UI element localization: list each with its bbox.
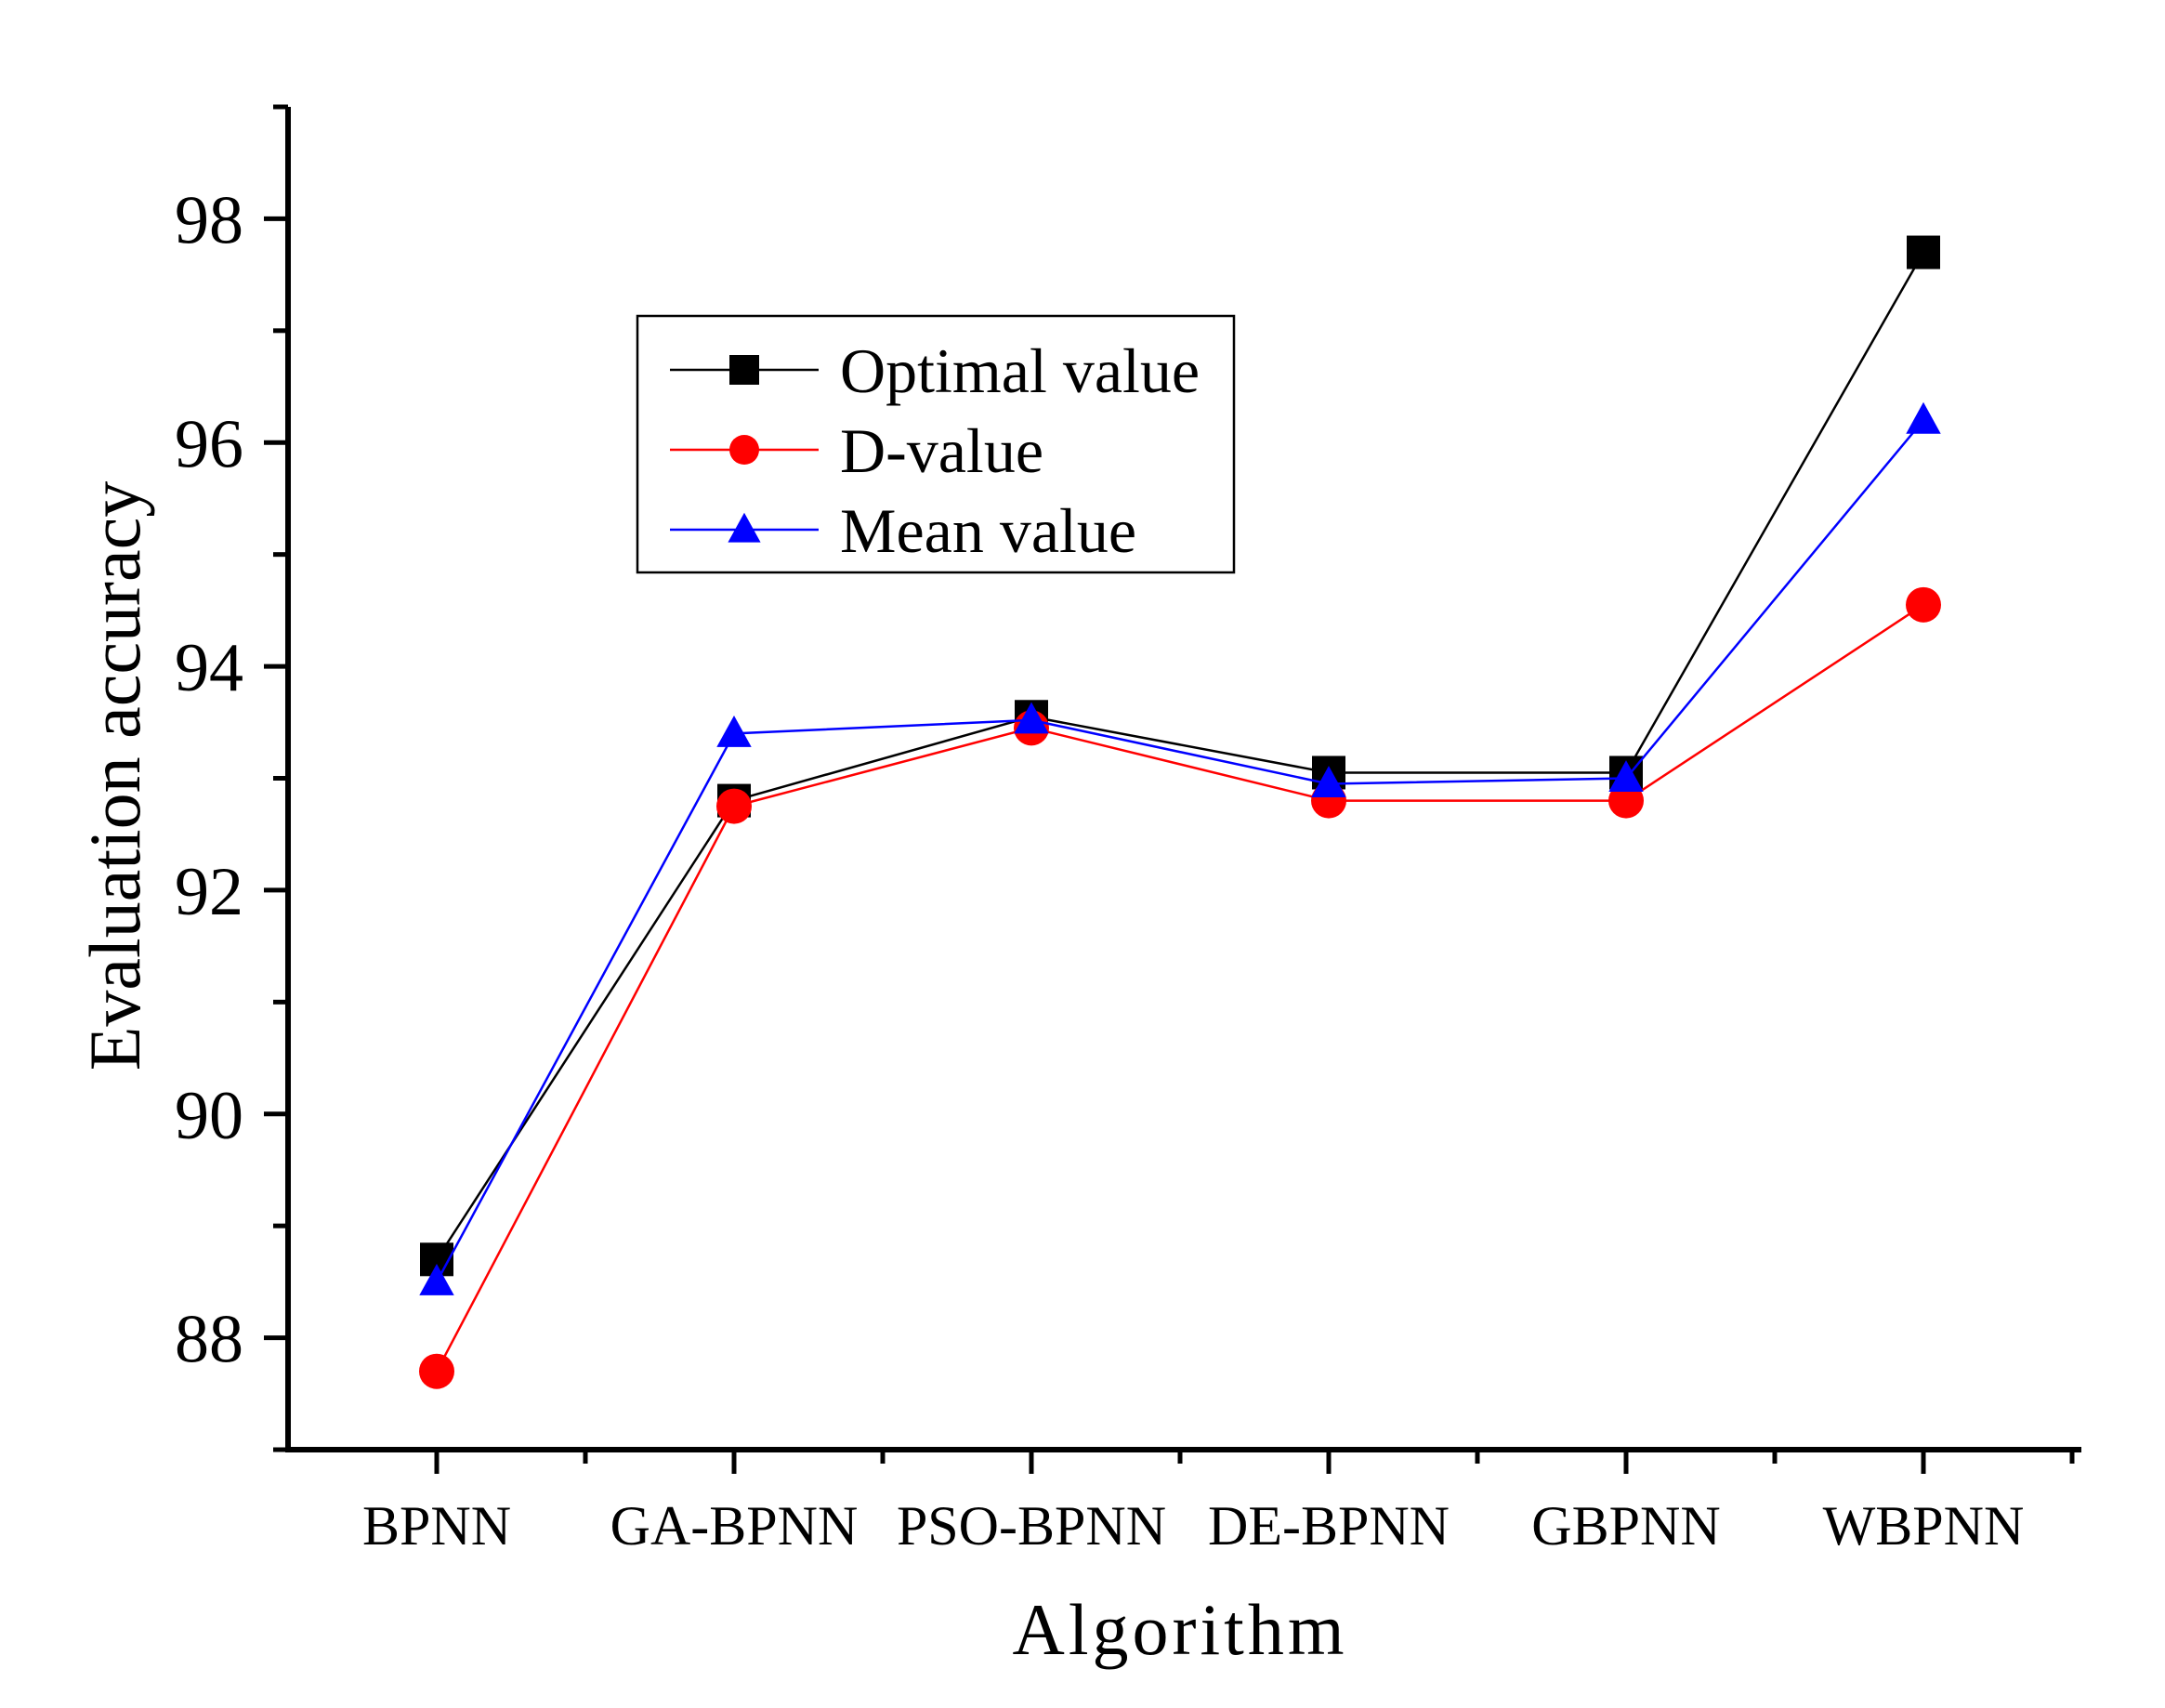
legend: Optimal value D-value Mean value bbox=[636, 314, 1236, 574]
series-d-value bbox=[419, 586, 1941, 1389]
data-point bbox=[1608, 782, 1644, 819]
series-layer bbox=[419, 235, 1941, 1389]
data-point bbox=[1906, 401, 1941, 434]
y-tick-label: 96 bbox=[175, 406, 243, 482]
y-tick-label: 94 bbox=[175, 630, 243, 706]
legend-marker bbox=[728, 512, 761, 543]
x-tick-label: BPNN bbox=[362, 1495, 511, 1557]
x-axis-label: Algorithm bbox=[1013, 1589, 1348, 1670]
data-point bbox=[419, 1263, 454, 1295]
data-point bbox=[1608, 760, 1644, 793]
data-point bbox=[419, 1353, 454, 1389]
y-tick-label: 98 bbox=[175, 182, 243, 258]
data-point bbox=[1906, 586, 1941, 623]
x-tick-label: WBPNN bbox=[1823, 1495, 2025, 1557]
legend-marker bbox=[729, 355, 759, 385]
data-point bbox=[1014, 702, 1049, 734]
data-point bbox=[716, 788, 752, 824]
y-tick-label: 90 bbox=[175, 1078, 243, 1154]
data-point bbox=[1907, 235, 1940, 269]
legend-label: D-value bbox=[840, 415, 1043, 486]
series-mean-value bbox=[419, 401, 1941, 1295]
series-line bbox=[435, 419, 1924, 1282]
x-tick-label: PSO-BPNN bbox=[897, 1495, 1166, 1557]
data-point bbox=[716, 715, 752, 747]
legend-label: Mean value bbox=[840, 495, 1136, 566]
axes: 88 90 92 94 96 98 BPNN GA-BPNN PSO-BPNN DE-BPNN GB… bbox=[175, 104, 2081, 1557]
legend-marker bbox=[729, 435, 759, 465]
x-tick-label: GA-BPNN bbox=[610, 1495, 859, 1557]
y-tick-label: 92 bbox=[175, 854, 243, 930]
x-tick-label: DE-BPNN bbox=[1208, 1495, 1450, 1557]
y-axis-label: Evaluation accuracy bbox=[74, 481, 155, 1071]
x-tick-label: GBPNN bbox=[1531, 1495, 1720, 1557]
series-line bbox=[435, 603, 1924, 1373]
y-tick-label: 88 bbox=[175, 1302, 243, 1378]
data-point bbox=[1311, 766, 1346, 798]
series-line bbox=[435, 251, 1925, 1260]
legend-label: Optimal value bbox=[840, 335, 1200, 406]
